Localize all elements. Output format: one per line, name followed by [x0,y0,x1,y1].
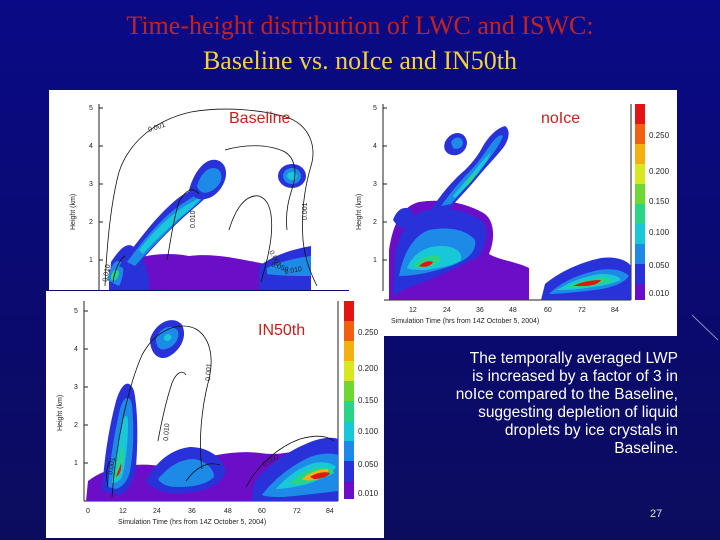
baseline-band-inner [139,194,205,254]
noice-ytick-3: 3 [373,181,377,188]
in50-contour-label-1: 0.001 [107,457,117,476]
note-line: droplets by ice crystals in [504,422,678,439]
note-line: suggesting depletion of liquid [478,404,678,421]
in50-cbar-0050: 0.050 [358,460,379,469]
baseline-title: Baseline [229,110,290,127]
in50-ylabel: Height (km) [57,395,64,431]
decorative-line [691,314,719,341]
noice-xtick-24: 24 [443,307,451,314]
in50-y-ticks [84,310,88,464]
note-line: is increased by a factor of 3 in [472,368,678,385]
slide-title-line2: Baseline vs. noIce and IN50th [202,46,518,75]
noice-cbar-0100: 0.100 [649,228,670,237]
baseline-ylabel: Height (km) [70,194,77,230]
in50-ytick-3: 3 [74,384,78,391]
in50-xlabel: Simulation Time (hrs from 14Z October 5,… [118,519,266,526]
baseline-blob-upper-mid [197,167,222,193]
in50-cbar-0010: 0.010 [358,489,379,498]
baseline-contour-5 [112,255,126,283]
noice-cbar-0200: 0.200 [649,167,670,176]
in50-cbar-0100: 0.100 [358,427,379,436]
baseline-contour-3 [228,195,273,283]
in50-contour-1 [111,325,212,498]
in50-contour-label-2: 0.010 [163,423,171,441]
in50-ytick-1: 1 [74,460,78,467]
baseline-contour-label-2: 0.010 [190,210,197,228]
in50-xtick-72: 72 [293,508,301,515]
page-number: 27 [650,508,663,520]
baseline-field [104,108,318,290]
noice-cbar-0050: 0.050 [649,261,670,270]
noice-ytick-5: 5 [373,105,377,112]
in50-cbar-0150: 0.150 [358,396,379,405]
baseline-contour-label-7: 0.010 [284,266,303,276]
in50-cbar-0250: 0.250 [358,328,379,337]
slide-title-line1: Time-height distribution of LWC and ISWC… [126,11,594,40]
note-line: The temporally averaged LWP [469,350,678,367]
baseline-contour-4 [166,189,200,261]
noice-xtick-48: 48 [509,307,517,314]
noice-ylabel: Height (km) [356,194,363,230]
in50-ytick-2: 2 [74,422,78,429]
baseline-contour-1 [104,108,318,287]
baseline-contour-2 [224,145,296,231]
noice-xtick-72: 72 [578,307,586,314]
note-line: noIce compared to the Baseline, [455,386,678,403]
in50-xtick-36: 36 [188,508,196,515]
in50-ytick-5: 5 [74,308,78,315]
noice-cbar-0010: 0.010 [649,289,670,298]
noice-cbar-0250: 0.250 [649,131,670,140]
baseline-contour-label-1: 0.001 [147,122,166,134]
noice-cbar-0150: 0.150 [649,197,670,206]
in50-xtick-84: 84 [326,508,334,515]
chart-noice: 5 4 3 2 1 Height (km) 12 24 36 48 60 72 … [349,90,677,336]
noice-colorbar [635,104,645,300]
noice-xtick-12: 12 [409,307,417,314]
in50-contour-label-4: 0.001 [205,363,213,381]
noice-ytick-2: 2 [373,219,377,226]
baseline-region-c [111,269,119,281]
noice-y-ticks [383,107,387,261]
noice-xtick-84: 84 [611,307,619,314]
baseline-ytick-1: 1 [89,257,93,264]
in50-xtick-48: 48 [224,508,232,515]
baseline-ytick-2: 2 [89,219,93,226]
in50-field [86,320,338,501]
noice-ytick-1: 1 [373,257,377,264]
in50-cbar-0200: 0.200 [358,364,379,373]
chart-in50th: 5 4 3 2 1 Height (km) 0 12 24 36 48 60 7… [46,291,384,538]
noice-xtick-36: 36 [476,307,484,314]
in50-colorbar [344,301,354,499]
noice-xlabel: Simulation Time (hrs from 14Z October 5,… [391,318,539,325]
noice-xtick-60: 60 [544,307,552,314]
in50-contour-2 [157,371,187,442]
in50-title: IN50th [258,322,305,339]
baseline-y-ticks [99,107,103,261]
note-line: Baseline. [614,440,678,457]
chart-baseline: 5 4 3 2 1 Height (km) [49,90,361,290]
in50-contour-3 [245,435,335,488]
noice-field [389,126,631,300]
baseline-contour-label-5: 0.010 [102,264,112,283]
in50-ytick-4: 4 [74,346,78,353]
baseline-contour-label-3: 0.001 [302,202,309,220]
baseline-ytick-5: 5 [89,105,93,112]
baseline-ytick-4: 4 [89,143,93,150]
noice-ytick-4: 4 [373,143,377,150]
explanation-note: The temporally averaged LWP is increased… [386,350,678,458]
in50-xtick-0: 0 [86,508,90,515]
in50-contour-4 [185,463,221,482]
noice-title: noIce [541,110,580,127]
in50-xtick-12: 12 [119,508,127,515]
baseline-ytick-3: 3 [89,181,93,188]
in50-xtick-60: 60 [258,508,266,515]
in50-xtick-24: 24 [153,508,161,515]
